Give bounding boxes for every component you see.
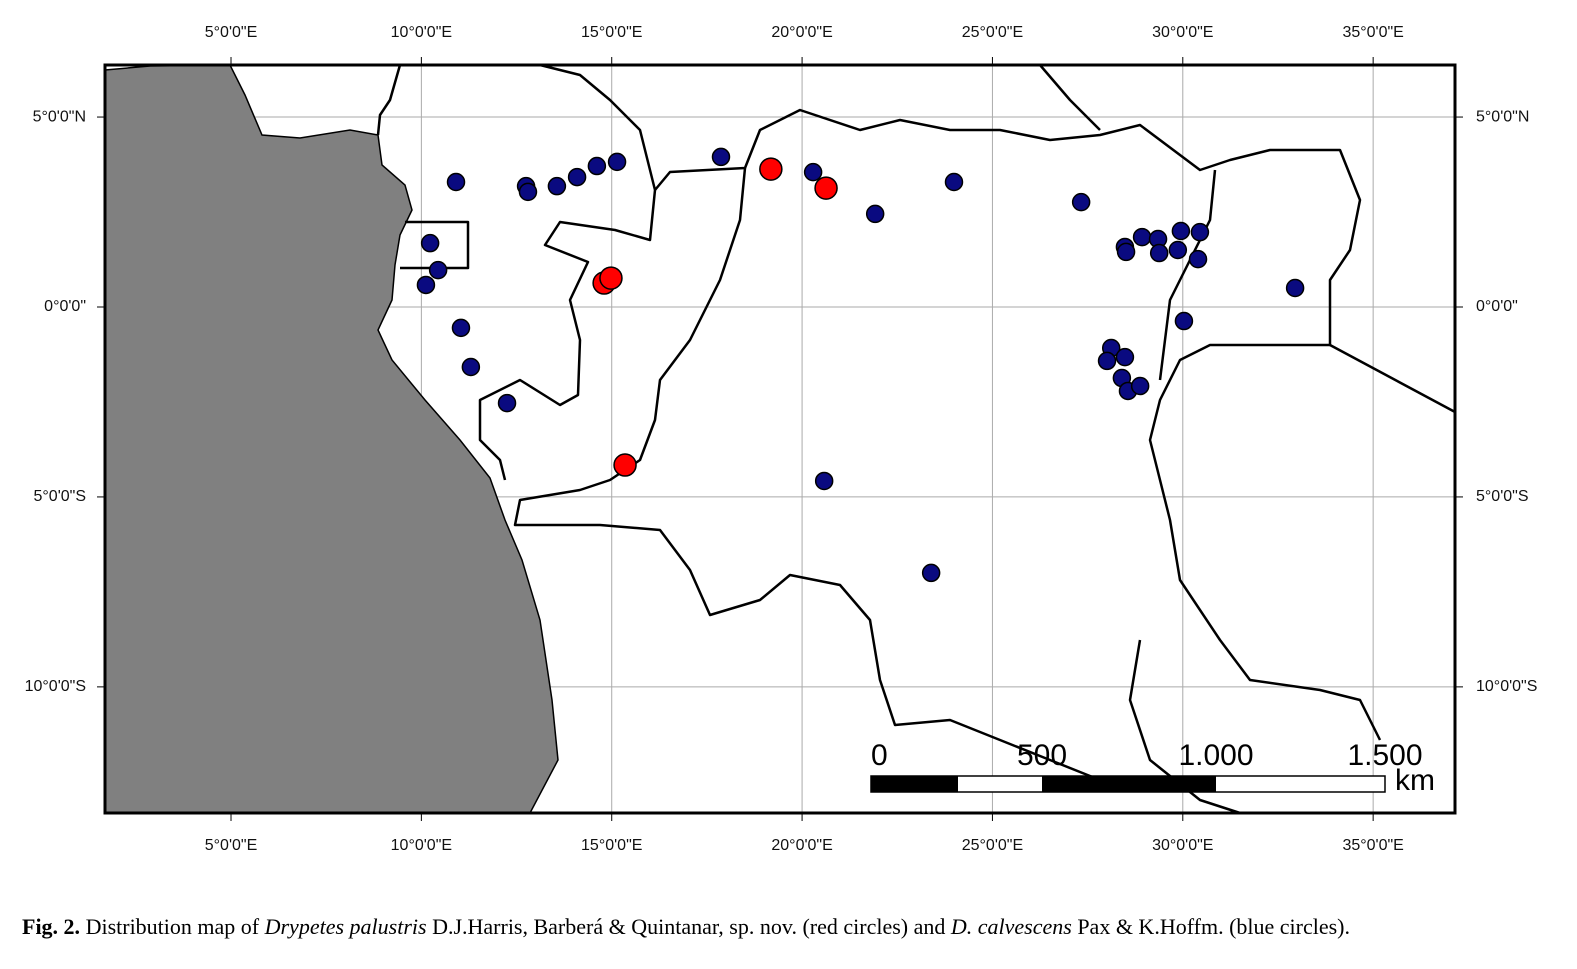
- y-tick-label: 5°0'0"N: [33, 108, 86, 125]
- point: [1174, 311, 1194, 331]
- x-tick-label: 30°0'0"E: [1152, 837, 1213, 854]
- y-tick-label: 5°0'0"S: [34, 488, 87, 505]
- point: [451, 318, 471, 338]
- point: [446, 172, 466, 192]
- point: [1190, 222, 1210, 242]
- caption-text: Drypetes palustris: [264, 914, 427, 939]
- x-tick-label: 5°0'0"E: [205, 24, 258, 41]
- caption-label: Fig. 2.: [22, 914, 80, 939]
- x-tick-label: 25°0'0"E: [962, 837, 1023, 854]
- point: [711, 147, 731, 167]
- point: [1149, 243, 1169, 263]
- point: [944, 172, 964, 192]
- point: [1071, 192, 1091, 212]
- y-tick-label: 10°0'0"S: [1476, 678, 1537, 695]
- frame: [103, 63, 1457, 815]
- caption: Fig. 2. Distribution map of Drypetes pal…: [22, 914, 1350, 939]
- caption-text: Pax & K.Hoffm. (blue circles).: [1072, 914, 1350, 939]
- point: [1116, 242, 1136, 262]
- points: [416, 147, 1305, 583]
- border: [1128, 639, 1241, 815]
- point: [803, 162, 823, 182]
- point: [599, 266, 623, 290]
- point: [759, 157, 783, 181]
- border: [1158, 169, 1217, 381]
- point: [1130, 376, 1150, 396]
- scale-label: 0: [871, 739, 888, 772]
- point: [518, 182, 538, 202]
- x-tick-label: 35°0'0"E: [1342, 837, 1403, 854]
- border: [1329, 343, 1456, 414]
- point: [814, 176, 838, 200]
- scale-bar: [870, 775, 1386, 793]
- border: [513, 167, 1101, 782]
- point: [1188, 249, 1208, 269]
- x-tick-label: 5°0'0"E: [205, 837, 258, 854]
- x-tick-label: 10°0'0"E: [391, 837, 452, 854]
- y-tick-label: 0°0'0": [1476, 298, 1518, 315]
- point: [420, 233, 440, 253]
- scale-label: 500: [1017, 739, 1067, 772]
- borders: [376, 63, 1456, 815]
- border: [1039, 64, 1101, 131]
- point: [497, 393, 517, 413]
- y-tick-label: 0°0'0": [44, 298, 86, 315]
- x-tick-label: 20°0'0"E: [771, 837, 832, 854]
- border: [376, 64, 402, 136]
- y-tick-label: 5°0'0"N: [1476, 108, 1529, 125]
- x-tick-label: 15°0'0"E: [581, 24, 642, 41]
- scale-bar-segment: [1042, 776, 1216, 792]
- point: [1097, 351, 1117, 371]
- point: [921, 563, 941, 583]
- point: [1115, 347, 1135, 367]
- point: [587, 156, 607, 176]
- point: [547, 176, 567, 196]
- x-tick-label: 15°0'0"E: [581, 837, 642, 854]
- x-tick-label: 30°0'0"E: [1152, 24, 1213, 41]
- ocean: [104, 64, 559, 814]
- scale-unit: km: [1395, 764, 1435, 797]
- caption-text: Distribution map of: [80, 914, 265, 939]
- point: [1132, 227, 1152, 247]
- point: [1171, 221, 1191, 241]
- y-tick-label: 5°0'0"S: [1476, 488, 1529, 505]
- point: [607, 152, 627, 172]
- x-tick-label: 25°0'0"E: [962, 24, 1023, 41]
- border: [478, 63, 657, 481]
- x-tick-label: 10°0'0"E: [391, 24, 452, 41]
- point: [428, 260, 448, 280]
- point: [1285, 278, 1305, 298]
- scale-label: 1.000: [1178, 739, 1253, 772]
- x-tick-label: 20°0'0"E: [771, 24, 832, 41]
- point: [567, 167, 587, 187]
- y-tick-label: 10°0'0"S: [25, 678, 86, 695]
- point: [461, 357, 481, 377]
- point: [865, 204, 885, 224]
- point: [416, 275, 436, 295]
- x-tick-label: 35°0'0"E: [1342, 24, 1403, 41]
- border: [1148, 343, 1382, 741]
- point: [1168, 240, 1188, 260]
- caption-text: D.J.Harris, Barberá & Quintanar, sp. nov…: [427, 914, 951, 939]
- scale-label: 1.500: [1347, 739, 1422, 772]
- point: [613, 453, 637, 477]
- border: [654, 108, 1362, 345]
- point: [814, 471, 834, 491]
- scale-bar-segment: [871, 776, 958, 792]
- caption-text: D. calvescens: [950, 914, 1072, 939]
